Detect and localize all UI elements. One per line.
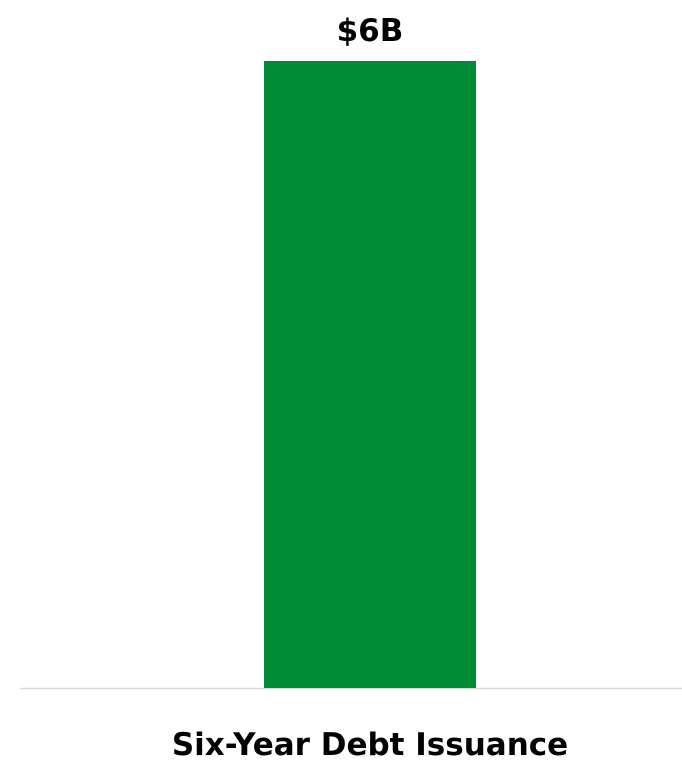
bar-value-label: $6B — [337, 13, 404, 49]
category-label: Six-Year Debt Issuance — [172, 727, 568, 761]
bar — [264, 61, 476, 688]
